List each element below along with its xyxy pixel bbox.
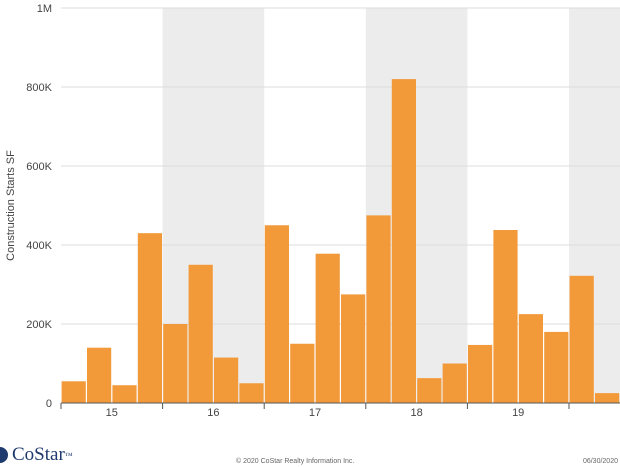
y-tick-label: 600K — [26, 161, 52, 173]
bar-15Q4 — [137, 233, 162, 403]
bar-19Q2 — [493, 229, 518, 403]
bar-19Q4 — [544, 331, 569, 403]
bar-15Q3 — [112, 385, 137, 403]
costar-logo: CoStar ™ — [0, 444, 73, 466]
chart-svg: 0 200K 400K 600K 800K 1M 15 16 17 18 19 Constructio… — [5, 3, 620, 419]
x-tick-label: 16 — [207, 407, 219, 419]
bar-18Q3 — [417, 378, 442, 403]
x-tick-label: 18 — [410, 407, 422, 419]
y-tick-label: 800K — [26, 82, 52, 94]
bar-15Q1 — [61, 381, 86, 403]
footer: CoStar ™ © 2020 CoStar Realty Informatio… — [0, 444, 620, 467]
y-axis-title: Construction Starts SF — [5, 150, 17, 261]
bar-17Q3 — [315, 253, 340, 403]
y-tick-label: 1M — [37, 3, 52, 15]
bar-19Q1 — [468, 344, 493, 403]
costar-logo-icon — [0, 447, 8, 463]
bar-19Q3 — [518, 314, 543, 403]
bar-18Q2 — [391, 79, 416, 403]
report-date: 06/30/2020 — [582, 458, 618, 465]
brand-trademark: ™ — [64, 450, 73, 460]
y-tick-label: 0 — [46, 398, 52, 410]
bar-16Q1 — [163, 324, 188, 403]
bar-16Q2 — [188, 264, 213, 403]
x-tick-label: 17 — [309, 407, 321, 419]
brand-name: CoStar — [12, 444, 65, 465]
bar-20Q1 — [569, 275, 594, 403]
bar-18Q4 — [442, 363, 467, 403]
bar-20Q2 — [595, 393, 620, 403]
y-tick-label: 200K — [26, 319, 52, 331]
copyright-text: © 2020 CoStar Realty Information Inc. — [236, 458, 355, 465]
x-tick-label: 15 — [106, 407, 118, 419]
bar-16Q4 — [239, 383, 264, 403]
x-tick-label: 19 — [512, 407, 524, 419]
bar-18Q1 — [366, 215, 391, 403]
bar-15Q2 — [87, 347, 112, 403]
bar-17Q1 — [264, 225, 289, 403]
bar-16Q3 — [214, 357, 239, 403]
bar-17Q2 — [290, 343, 315, 403]
bar-17Q4 — [341, 294, 366, 403]
y-tick-label: 400K — [26, 240, 52, 252]
